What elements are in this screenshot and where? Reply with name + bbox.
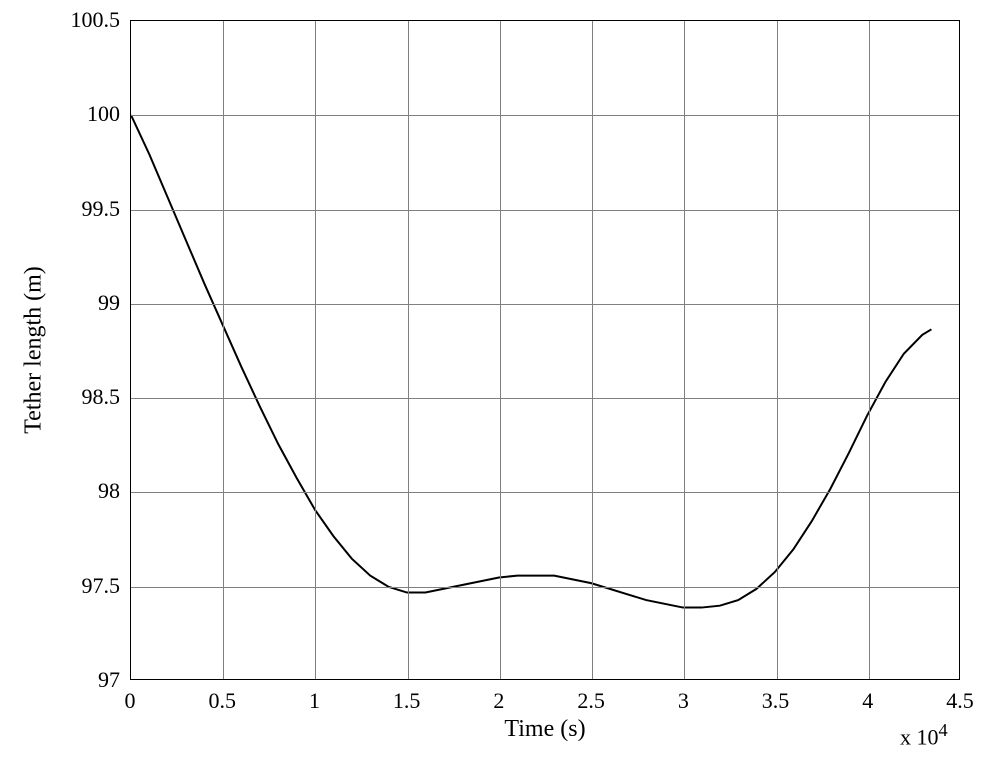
x-tick-label: 1 <box>309 688 320 714</box>
line-curve <box>131 21 959 679</box>
plot-area <box>130 20 960 680</box>
x-tick-label: 3 <box>678 688 689 714</box>
x-tick-label: 0.5 <box>208 688 236 714</box>
grid-line-vertical <box>223 21 224 679</box>
chart-container: Tether length (m) Time (s) x 104 00.511.… <box>0 0 1000 769</box>
x-tick-label: 4.5 <box>946 688 974 714</box>
data-line <box>131 115 931 608</box>
grid-line-vertical <box>684 21 685 679</box>
x-tick-label: 2 <box>493 688 504 714</box>
grid-line-horizontal <box>131 398 959 399</box>
grid-line-horizontal <box>131 587 959 588</box>
y-axis-label: Tether length (m) <box>21 266 48 434</box>
exponent-superscript: 4 <box>939 720 948 740</box>
grid-line-horizontal <box>131 492 959 493</box>
x-tick-label: 2.5 <box>577 688 605 714</box>
grid-line-vertical <box>408 21 409 679</box>
x-tick-label: 4 <box>862 688 873 714</box>
x-tick-label: 0 <box>125 688 136 714</box>
y-tick-label: 100.5 <box>71 7 121 33</box>
grid-line-horizontal <box>131 115 959 116</box>
grid-line-vertical <box>869 21 870 679</box>
grid-line-vertical <box>777 21 778 679</box>
x-tick-label: 1.5 <box>393 688 421 714</box>
x-axis-exponent: x 104 <box>900 720 948 750</box>
y-tick-label: 98.5 <box>82 384 121 410</box>
y-tick-label: 99 <box>98 290 120 316</box>
y-tick-label: 99.5 <box>82 196 121 222</box>
grid-line-vertical <box>500 21 501 679</box>
y-tick-label: 98 <box>98 478 120 504</box>
y-tick-label: 100 <box>87 101 120 127</box>
grid-line-horizontal <box>131 210 959 211</box>
grid-line-vertical <box>592 21 593 679</box>
exponent-prefix: x 10 <box>900 724 939 749</box>
x-tick-label: 3.5 <box>762 688 790 714</box>
grid-line-horizontal <box>131 304 959 305</box>
y-tick-label: 97 <box>98 667 120 693</box>
grid-line-vertical <box>315 21 316 679</box>
y-tick-label: 97.5 <box>82 573 121 599</box>
x-axis-label: Time (s) <box>504 716 585 743</box>
